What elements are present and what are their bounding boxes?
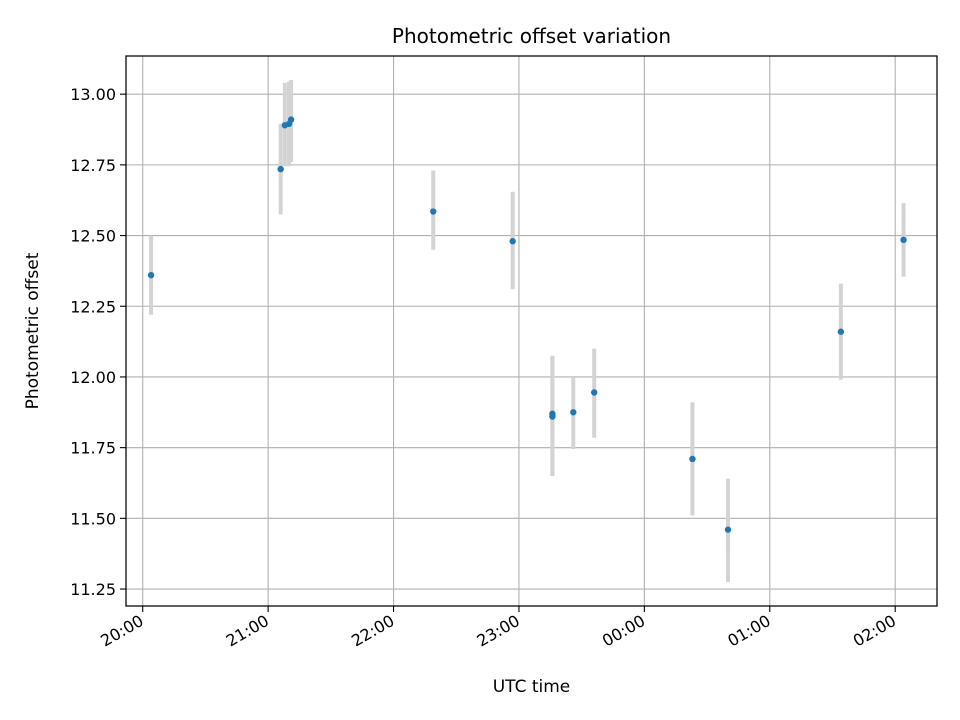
data-point — [837, 328, 845, 335]
y-tick-label: 12.00 — [70, 368, 116, 387]
y-tick-label: 13.00 — [70, 85, 116, 104]
data-point — [430, 208, 437, 215]
y-axis-label: Photometric offset — [23, 252, 43, 409]
data-points — [147, 116, 907, 533]
data-point — [570, 409, 577, 416]
data-point — [900, 236, 907, 244]
y-tick-label: 12.25 — [70, 297, 116, 316]
data-point — [147, 271, 155, 279]
y-axis-ticks: 11.25 11.50 11.75 12.00 12.25 12.50 12.75 13.00 — [70, 85, 126, 599]
y-tick-label: 11.50 — [70, 509, 116, 528]
y-tick-label: 12.50 — [70, 227, 116, 246]
grid — [126, 56, 937, 606]
y-tick-label: 12.75 — [70, 156, 116, 175]
data-point — [549, 413, 556, 420]
y-tick-label: 11.75 — [70, 439, 116, 458]
data-point — [689, 455, 696, 463]
data-point — [724, 526, 732, 533]
data-point — [509, 238, 516, 245]
y-tick-label: 11.25 — [70, 580, 116, 599]
data-point — [287, 116, 295, 123]
data-point — [277, 165, 284, 173]
chart-title: Photometric offset variation — [392, 24, 671, 48]
data-point — [591, 389, 598, 396]
x-axis-label: UTC time — [493, 677, 571, 697]
plot-frame — [125, 55, 938, 607]
